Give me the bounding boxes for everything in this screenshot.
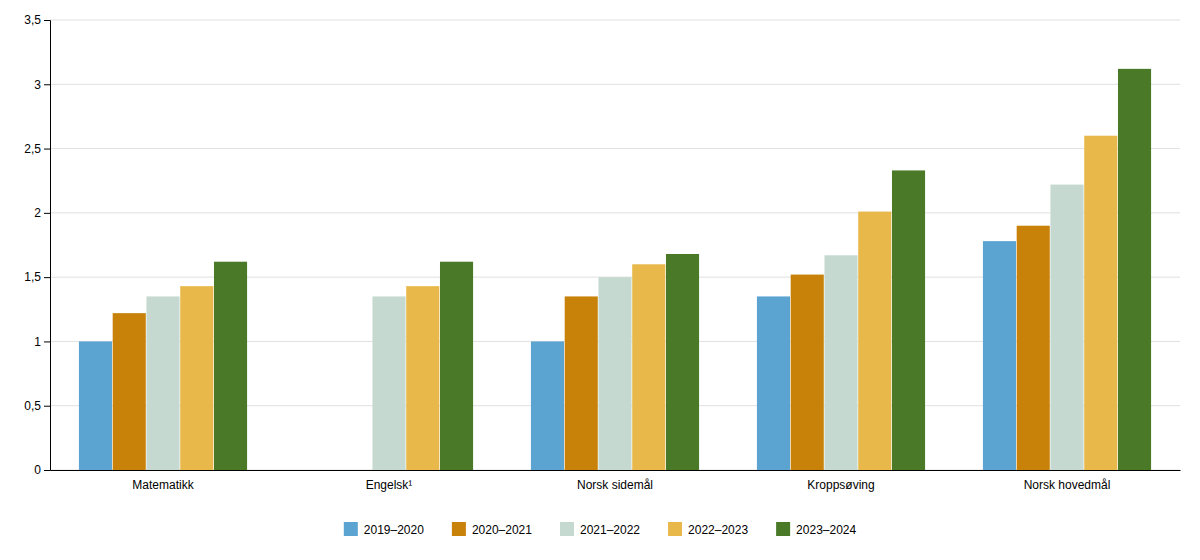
grid <box>50 20 1180 470</box>
bar <box>79 341 112 470</box>
bar <box>180 286 213 470</box>
bar <box>1050 185 1083 470</box>
legend-label: 2023–2024 <box>796 523 856 537</box>
y-tick-mark <box>44 149 50 150</box>
y-tick-label: 1 <box>34 335 41 349</box>
bar-series <box>214 69 1151 470</box>
chart: 0 0,5 1 1,5 2 2,5 3 3,5 Matematikk Engelsk¹ Norsk … <box>0 0 1200 560</box>
y-tick-label: 0 <box>34 463 41 477</box>
legend-item: 2019–2020 <box>344 522 424 537</box>
legend-swatch <box>452 522 466 536</box>
y-tick-mark <box>44 341 50 342</box>
bar <box>1084 136 1117 470</box>
bar <box>214 262 247 470</box>
legend-label: 2020–2021 <box>472 523 532 537</box>
y-tick: 2 <box>34 206 50 220</box>
bar <box>757 296 790 470</box>
grid-line <box>50 20 1180 21</box>
legend-label: 2019–2020 <box>364 523 424 537</box>
x-tick-label: Matematikk <box>132 478 194 492</box>
x-tick-label: Norsk sidemål <box>577 478 653 492</box>
bar <box>598 277 631 470</box>
y-tick-label: 2,5 <box>24 142 41 156</box>
y-tick-label: 0,5 <box>24 399 41 413</box>
bar <box>892 170 925 470</box>
y-tick: 0,5 <box>24 399 50 413</box>
y-axis: 0 0,5 1 1,5 2 2,5 3 3,5 <box>24 13 50 477</box>
legend-swatch <box>560 522 574 536</box>
bar-series <box>180 136 1117 470</box>
y-tick-mark <box>44 277 50 278</box>
x-tick-label: Engelsk¹ <box>366 478 413 492</box>
x-tick-label: Norsk hovedmål <box>1024 478 1111 492</box>
bar <box>666 254 699 470</box>
legend-swatch <box>344 522 358 536</box>
bar <box>146 296 179 470</box>
x-axis-line <box>51 470 1181 471</box>
bar <box>113 313 146 470</box>
legend-swatch <box>776 522 790 536</box>
x-tick-label: Kroppsøving <box>807 478 874 492</box>
legend-swatch <box>668 522 682 536</box>
legend-item: 2022–2023 <box>668 522 748 537</box>
y-tick: 1 <box>34 335 50 349</box>
bar <box>632 264 665 470</box>
y-tick: 3 <box>34 78 50 92</box>
y-tick-label: 1,5 <box>24 270 41 284</box>
y-tick-mark <box>44 84 50 85</box>
grid-line <box>50 84 1180 85</box>
x-tick: Norsk sidemål <box>577 478 653 492</box>
legend: 2019–2020 2020–2021 2021–2022 2022–2023 2023… <box>344 522 857 537</box>
x-tick: Kroppsøving <box>807 478 874 492</box>
y-tick-mark <box>44 20 50 21</box>
x-tick: Matematikk <box>132 478 194 492</box>
y-tick: 3,5 <box>24 13 50 27</box>
y-tick-mark <box>44 406 50 407</box>
bar <box>858 212 891 470</box>
bar <box>565 296 598 470</box>
bar <box>406 286 439 470</box>
legend-item: 2023–2024 <box>776 522 856 537</box>
bar <box>791 275 824 470</box>
y-tick: 2,5 <box>24 142 50 156</box>
bar-series <box>146 185 1083 470</box>
bar <box>1017 226 1050 470</box>
bar <box>531 341 564 470</box>
y-tick-label: 3,5 <box>24 13 41 27</box>
legend-label: 2021–2022 <box>580 523 640 537</box>
x-axis: Matematikk Engelsk¹ Norsk sidemål Kroppsøvi… <box>51 471 1181 492</box>
bar <box>1118 69 1151 470</box>
legend-label: 2022–2023 <box>688 523 748 537</box>
legend-item: 2020–2021 <box>452 522 532 537</box>
grid-line <box>50 148 1180 149</box>
y-tick-mark <box>44 470 50 471</box>
grid-line <box>50 212 1180 213</box>
bar <box>372 296 405 470</box>
y-tick-label: 2 <box>34 206 41 220</box>
x-tick: Norsk hovedmål <box>1024 478 1111 492</box>
bar <box>824 255 857 470</box>
y-tick-mark <box>44 213 50 214</box>
y-tick: 1,5 <box>24 270 50 284</box>
y-axis-line <box>44 21 51 471</box>
x-tick: Engelsk¹ <box>366 478 413 492</box>
y-tick-label: 3 <box>34 78 41 92</box>
y-tick: 0 <box>34 463 50 477</box>
bar <box>440 262 473 470</box>
legend-item: 2021–2022 <box>560 522 640 537</box>
bars <box>79 69 1151 470</box>
bar <box>983 241 1016 470</box>
